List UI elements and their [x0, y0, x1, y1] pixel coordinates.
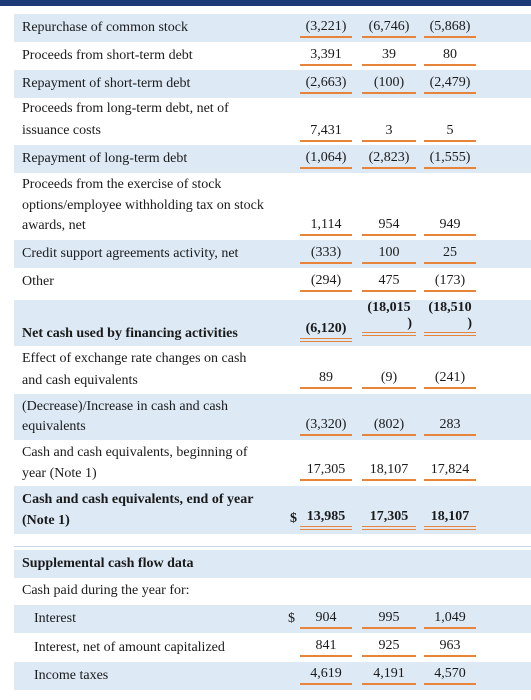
- value-cell: 954: [362, 216, 416, 236]
- value-cell: 3: [362, 122, 416, 142]
- row-label: Other: [22, 274, 54, 289]
- value-cell: (2,663): [300, 74, 352, 94]
- row-label: and cash equivalents: [22, 373, 138, 388]
- row-label: Proceeds from long-term debt, net of: [22, 101, 229, 116]
- value-cell: 17,824: [424, 461, 476, 481]
- value-cell: (100): [362, 74, 416, 94]
- section-title: Supplemental cash flow data: [22, 556, 194, 571]
- value-cell: (1,555): [424, 149, 476, 169]
- value-cell: (5,868): [424, 18, 476, 38]
- row-label: year (Note 1): [22, 466, 97, 481]
- section-divider: [14, 546, 531, 547]
- value-cell: 25: [424, 244, 476, 264]
- value-cell: (1,064): [300, 149, 352, 169]
- row-label: (Decrease)/Increase in cash and cash: [22, 399, 228, 414]
- value-cell: 80: [424, 46, 476, 66]
- value-cell: (241): [424, 369, 476, 389]
- row-label: Repayment of long-term debt: [22, 151, 188, 166]
- row-band: [14, 300, 531, 346]
- value-cell: (173): [424, 272, 476, 292]
- row-band: [14, 550, 531, 578]
- value-cell: 904: [300, 609, 352, 629]
- currency-symbol: $: [290, 511, 297, 526]
- value-cell: 3,391: [300, 46, 352, 66]
- value-line: (18,015: [367, 300, 411, 315]
- row-label: Credit support agreements activity, net: [22, 246, 239, 261]
- value-line: ): [467, 316, 472, 331]
- value-cell: 283: [424, 416, 476, 436]
- value-cell: (18,510 ): [424, 300, 476, 336]
- value-cell: 841: [300, 637, 352, 657]
- value-cell: 13,985: [300, 508, 352, 530]
- value-cell: (333): [300, 244, 352, 264]
- value-cell: (6,746): [362, 18, 416, 38]
- row-label: Income taxes: [34, 668, 109, 683]
- row-label: Interest: [34, 611, 76, 626]
- row-band: [14, 662, 531, 690]
- row-label: Repayment of short-term debt: [22, 76, 191, 91]
- value-cell: 39: [362, 46, 416, 66]
- value-cell: 1,049: [424, 609, 476, 629]
- value-cell: (2,479): [424, 74, 476, 94]
- row-label: Effect of exchange rate changes on cash: [22, 351, 247, 366]
- value-cell: 17,305: [362, 508, 416, 530]
- value-cell: 949: [424, 216, 476, 236]
- value-cell: 1,114: [300, 216, 352, 236]
- row-label: Repurchase of common stock: [22, 20, 189, 35]
- value-cell: 995: [362, 609, 416, 629]
- value-cell: 18,107: [362, 461, 416, 481]
- row-label: Proceeds from the exercise of stock: [22, 177, 222, 192]
- row-label: Cash and cash equivalents, beginning of: [22, 445, 248, 460]
- value-cell: (294): [300, 272, 352, 292]
- value-cell: 475: [362, 272, 416, 292]
- currency-symbol: $: [288, 611, 295, 626]
- value-cell: 18,107: [424, 508, 476, 530]
- value-cell: (18,015 ): [362, 300, 416, 336]
- row-label: Interest, net of amount capitalized: [34, 640, 225, 655]
- top-border: [0, 0, 531, 6]
- value-cell: (3,320): [300, 416, 352, 436]
- value-cell: 963: [424, 637, 476, 657]
- row-band: [14, 394, 531, 440]
- value-cell: (2,823): [362, 149, 416, 169]
- value-cell: 17,305: [300, 461, 352, 481]
- value-cell: 5: [424, 122, 476, 142]
- row-label: Proceeds from short-term debt: [22, 48, 193, 63]
- value-cell: 4,191: [362, 665, 416, 685]
- value-line: ): [407, 316, 412, 331]
- value-cell: (6,120): [300, 320, 352, 342]
- value-line: (18,510: [428, 300, 472, 315]
- section-subtitle: Cash paid during the year for:: [22, 583, 190, 598]
- row-label: awards, net: [22, 218, 86, 233]
- value-cell: (802): [362, 416, 416, 436]
- value-cell: 925: [362, 637, 416, 657]
- value-cell: (3,221): [300, 18, 352, 38]
- value-cell: 4,619: [300, 665, 352, 685]
- row-label: Cash and cash equivalents, end of year: [22, 492, 254, 507]
- row-label: Net cash used by financing activities: [22, 326, 238, 341]
- value-cell: 7,431: [300, 122, 352, 142]
- value-cell: (9): [362, 369, 416, 389]
- row-label: equivalents: [22, 419, 86, 434]
- value-cell: 100: [362, 244, 416, 264]
- row-label: (Note 1): [22, 513, 70, 528]
- value-cell: 4,570: [424, 665, 476, 685]
- row-label: issuance costs: [22, 123, 101, 138]
- row-label: options/employee withholding tax on stoc…: [22, 198, 264, 213]
- value-cell: 89: [300, 369, 352, 389]
